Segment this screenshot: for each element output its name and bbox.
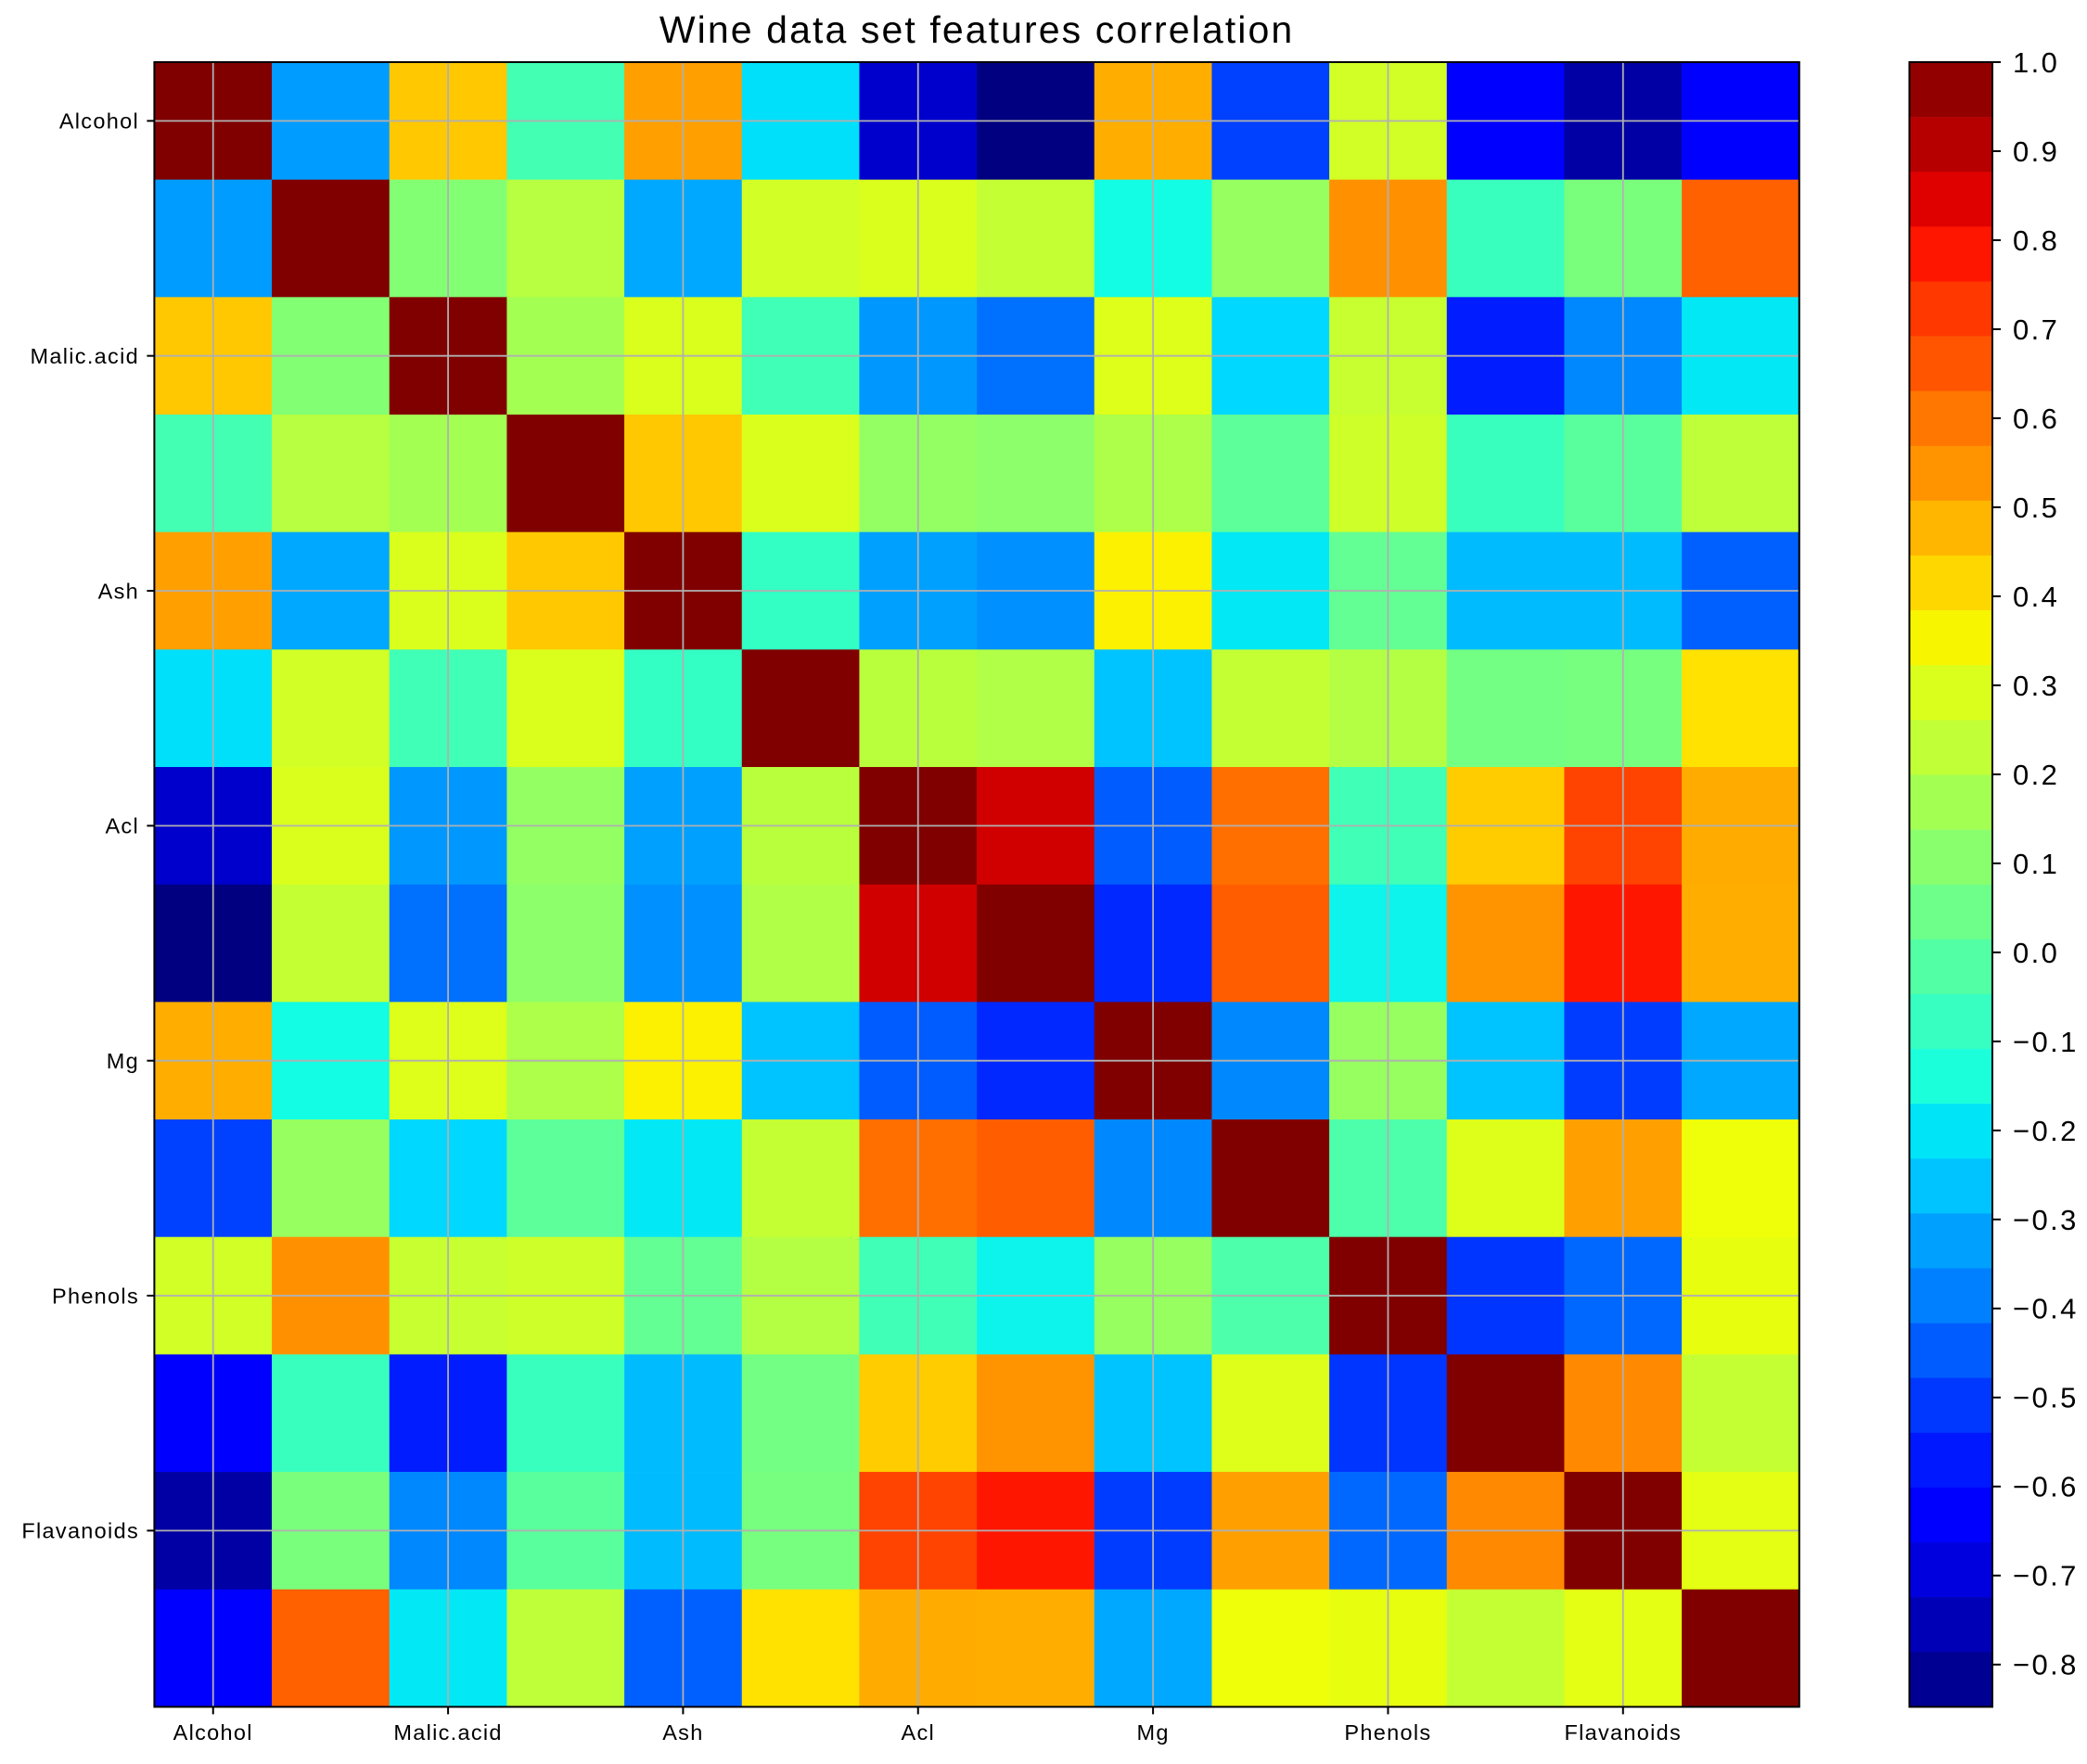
svg-text:−0.7: −0.7	[2013, 1560, 2079, 1592]
svg-text:Mg: Mg	[1136, 1720, 1169, 1745]
svg-text:Malic.acid: Malic.acid	[393, 1720, 502, 1745]
svg-text:0.7: 0.7	[2013, 313, 2059, 346]
svg-text:0.8: 0.8	[2013, 224, 2059, 257]
svg-text:0.9: 0.9	[2013, 135, 2059, 168]
svg-text:0.2: 0.2	[2013, 759, 2059, 791]
svg-text:−0.1: −0.1	[2013, 1026, 2079, 1058]
svg-text:Ash: Ash	[662, 1720, 703, 1745]
svg-text:Ash: Ash	[98, 579, 139, 603]
svg-text:0.4: 0.4	[2013, 581, 2059, 613]
svg-text:1.0: 1.0	[2013, 46, 2059, 79]
svg-text:Acl: Acl	[105, 814, 139, 838]
svg-text:Wine data set features correla: Wine data set features correlation	[659, 8, 1294, 51]
svg-text:0.3: 0.3	[2013, 670, 2059, 702]
svg-text:−0.6: −0.6	[2013, 1471, 2079, 1503]
svg-text:−0.8: −0.8	[2013, 1649, 2079, 1681]
svg-text:Flavanoids: Flavanoids	[1564, 1720, 1682, 1745]
svg-text:−0.2: −0.2	[2013, 1115, 2079, 1147]
svg-text:Phenols: Phenols	[52, 1284, 139, 1308]
svg-text:Malic.acid: Malic.acid	[31, 344, 139, 368]
svg-text:−0.3: −0.3	[2013, 1204, 2079, 1236]
svg-text:0.6: 0.6	[2013, 403, 2059, 435]
svg-text:Acl: Acl	[901, 1720, 935, 1745]
svg-text:Phenols: Phenols	[1344, 1720, 1431, 1745]
svg-text:Mg: Mg	[107, 1049, 139, 1073]
svg-text:Alcohol: Alcohol	[59, 109, 139, 134]
svg-text:0.5: 0.5	[2013, 492, 2059, 524]
svg-text:0.1: 0.1	[2013, 848, 2059, 880]
svg-text:Flavanoids: Flavanoids	[21, 1519, 139, 1543]
svg-text:Alcohol: Alcohol	[173, 1720, 253, 1745]
svg-text:−0.4: −0.4	[2013, 1293, 2079, 1325]
svg-text:−0.5: −0.5	[2013, 1382, 2079, 1414]
svg-text:0.0: 0.0	[2013, 937, 2059, 969]
